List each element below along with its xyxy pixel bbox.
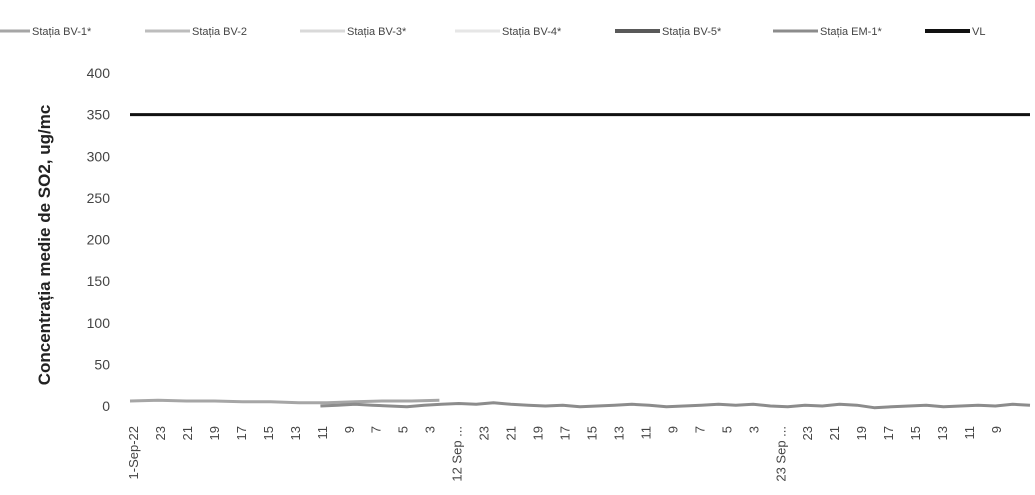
y-tick-label: 150 (87, 273, 111, 289)
x-tick-label: 17 (558, 426, 573, 440)
x-tick-label: 21 (827, 426, 842, 440)
series-line (129, 398, 440, 405)
x-tick-label: 9 (342, 426, 357, 433)
legend-label: Stația BV-4* (502, 26, 562, 38)
x-axis-ticks: 1-Sep-22 23 21 19 17 15 13 11 9 7 5 3 12 Sep ... 23 21… (126, 426, 1004, 482)
x-tick-label: 23 Sep ... (773, 426, 788, 482)
x-tick-label: 3 (746, 426, 761, 433)
x-tick-label: 7 (692, 426, 707, 433)
y-tick-label: 400 (87, 65, 111, 81)
y-tick-label: 200 (87, 232, 111, 248)
x-tick-label: 21 (504, 426, 519, 440)
y-tick-label: 350 (87, 107, 111, 123)
y-axis-ticks: 0 50 100 150 200 250 300 350 400 (87, 65, 111, 414)
x-tick-label: 23 (153, 426, 168, 440)
x-tick-label: 23 (477, 426, 492, 440)
y-tick-label: 100 (87, 315, 111, 331)
x-tick-label: 13 (611, 426, 626, 440)
x-tick-label: 12 Sep ... (450, 426, 465, 482)
legend-label: Stația BV-1* (32, 26, 92, 38)
y-axis-label: Concentrația medie de SO2, ug/mc (35, 105, 54, 386)
x-tick-label: 13 (288, 426, 303, 440)
legend-label: VL (972, 26, 985, 38)
x-tick-label: 15 (908, 426, 923, 440)
x-tick-label: 21 (180, 426, 195, 440)
legend-label: Stația BV-2 (192, 26, 247, 38)
x-tick-label: 9 (989, 426, 1004, 433)
x-tick-label: 3 (423, 426, 438, 433)
x-tick-label: 5 (396, 426, 411, 433)
y-tick-label: 50 (94, 356, 110, 372)
x-tick-label: 7 (369, 426, 384, 433)
y-tick-label: 250 (87, 190, 111, 206)
legend-label: Stația EM-1* (820, 26, 882, 38)
y-tick-label: 0 (102, 398, 110, 414)
x-tick-label: 11 (962, 426, 977, 440)
x-tick-label: 11 (638, 426, 653, 440)
x-tick-label: 17 (881, 426, 896, 440)
plot-area (129, 113, 1031, 410)
x-tick-label: 23 (800, 426, 815, 440)
x-tick-label: 11 (315, 426, 330, 440)
legend-label: Stația BV-3* (347, 26, 407, 38)
x-tick-label: 17 (234, 426, 249, 440)
x-tick-label: 5 (719, 426, 734, 433)
x-tick-label: 19 (207, 426, 222, 440)
legend: Stația BV-1* Stația BV-2 Stația BV-3* Stați… (0, 26, 985, 38)
legend-label: Stația BV-5* (662, 26, 722, 38)
x-tick-label: 13 (935, 426, 950, 440)
series-line (320, 401, 1031, 410)
x-tick-label: 15 (584, 426, 599, 440)
y-tick-label: 300 (87, 148, 111, 164)
x-tick-label: 9 (665, 426, 680, 433)
x-tick-label: 19 (531, 426, 546, 440)
x-tick-label: 15 (261, 426, 276, 440)
x-tick-label: 1-Sep-22 (126, 426, 141, 479)
x-tick-label: 19 (854, 426, 869, 440)
